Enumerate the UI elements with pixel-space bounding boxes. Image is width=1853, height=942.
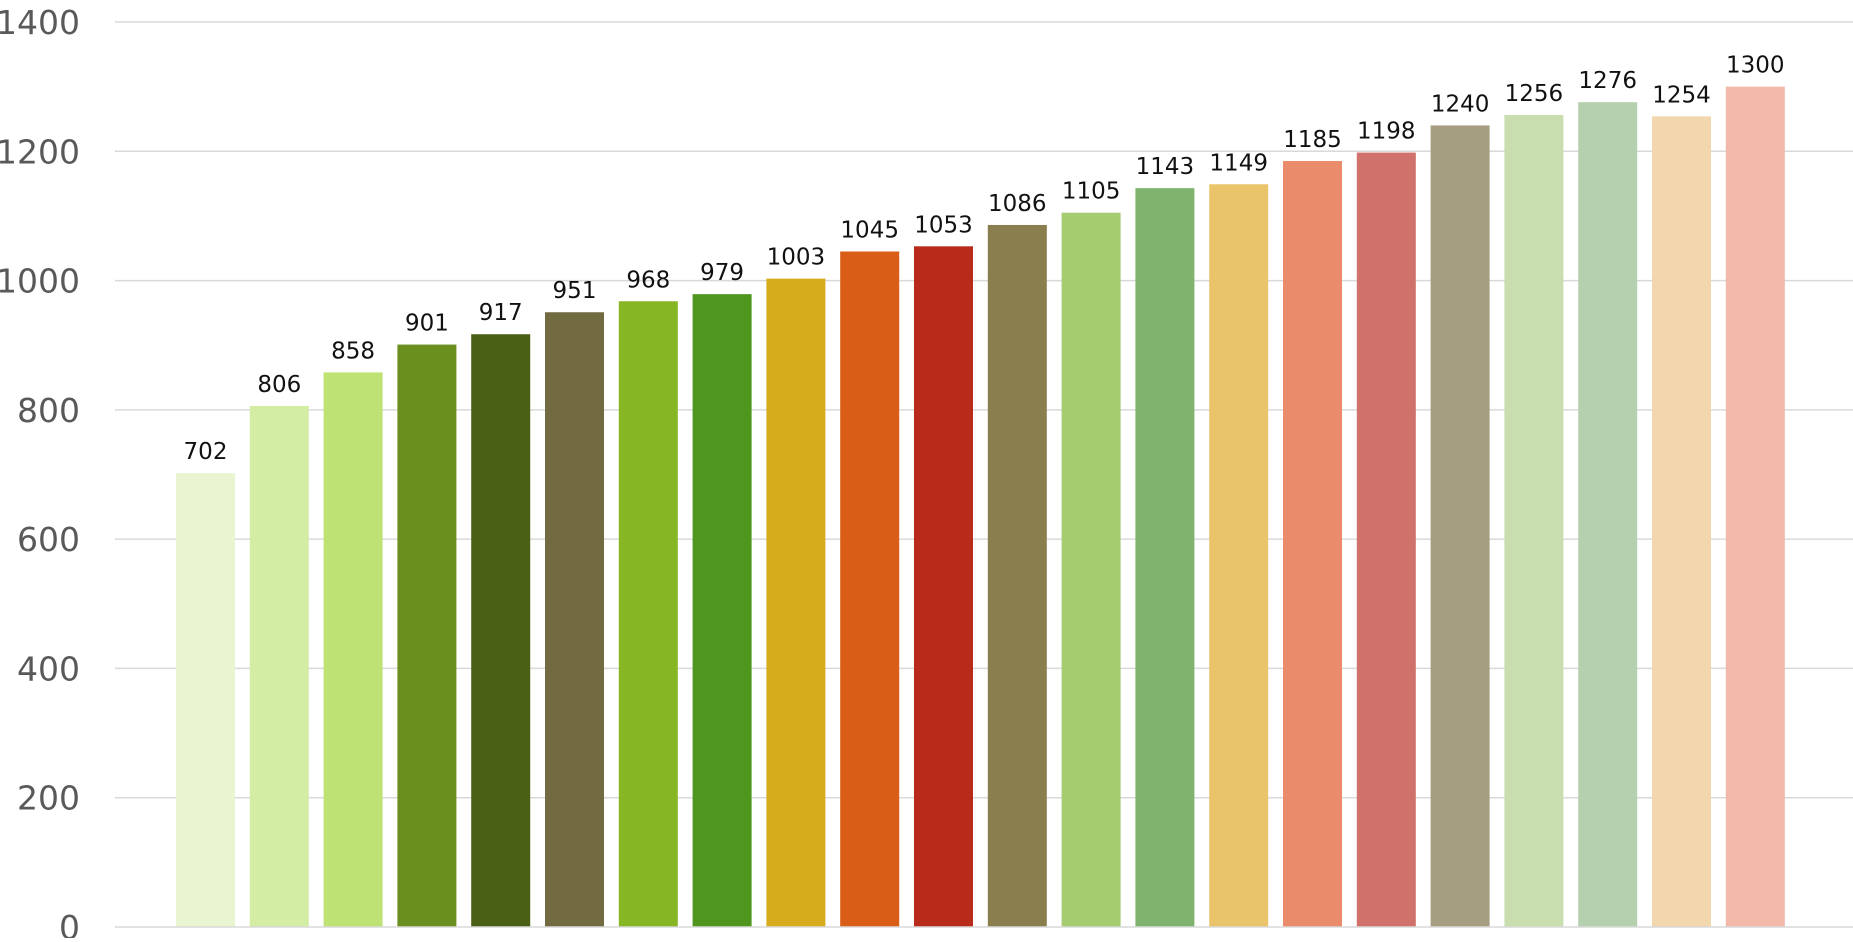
bar-7 [618, 301, 678, 927]
y-tick-label-200: 200 [17, 779, 80, 818]
data-label-2: 806 [257, 372, 301, 398]
y-tick-label-1000: 1000 [0, 262, 80, 301]
bar-12 [987, 224, 1047, 927]
data-label-1: 702 [184, 439, 228, 465]
bar-20 [1578, 102, 1638, 927]
data-label-13: 1105 [1062, 179, 1121, 205]
bar-2 [249, 405, 309, 927]
data-label-4: 901 [405, 311, 449, 337]
data-label-20: 1276 [1578, 68, 1637, 94]
data-label-22: 1300 [1726, 53, 1785, 79]
data-label-5: 917 [479, 300, 523, 326]
bar-3 [323, 372, 383, 928]
data-label-8: 979 [700, 260, 744, 286]
bar-19 [1504, 115, 1564, 928]
bar-4 [397, 344, 457, 927]
data-label-17: 1198 [1357, 119, 1416, 145]
y-tick-label-0: 0 [59, 908, 80, 938]
data-label-6: 951 [553, 278, 597, 304]
bar-15 [1209, 184, 1269, 928]
bar-17 [1356, 152, 1416, 928]
bar-22 [1725, 86, 1785, 927]
data-label-7: 968 [626, 267, 670, 293]
bar-16 [1283, 160, 1342, 927]
bar-8 [692, 294, 752, 927]
data-label-11: 1053 [914, 212, 973, 238]
bar-11 [914, 246, 973, 927]
data-label-18: 1240 [1431, 91, 1490, 117]
data-label-14: 1143 [1136, 154, 1195, 180]
y-tick-label-1200: 1200 [0, 132, 80, 171]
data-label-15: 1149 [1209, 150, 1268, 176]
y-tick-label-400: 400 [17, 649, 80, 688]
bar-21 [1652, 116, 1711, 928]
bar-14 [1135, 188, 1195, 927]
y-tick-label-1400: 1400 [0, 3, 80, 42]
bar-5 [471, 334, 531, 928]
y-axis-tick-labels: 0 200 400 600 800 1000 1200 1400 [0, 3, 80, 942]
bar-18 [1430, 125, 1490, 927]
bar-13 [1061, 212, 1121, 928]
data-label-9: 1003 [767, 245, 826, 271]
bar-1 [176, 473, 235, 927]
bar-9 [766, 278, 826, 927]
data-label-21: 1254 [1652, 82, 1711, 108]
bar-10 [840, 251, 900, 927]
data-label-16: 1185 [1283, 127, 1342, 153]
data-labels: 702 806 858 901 917 951 968 979 1003 1045 1053 1086… [184, 53, 1785, 466]
y-tick-label-600: 600 [17, 520, 80, 559]
bar-6 [545, 312, 604, 927]
data-label-12: 1086 [988, 191, 1047, 217]
data-label-19: 1256 [1505, 81, 1564, 107]
data-label-10: 1045 [840, 217, 899, 243]
y-tick-label-800: 800 [17, 391, 80, 430]
data-label-3: 858 [331, 338, 375, 364]
bars [176, 86, 1785, 928]
